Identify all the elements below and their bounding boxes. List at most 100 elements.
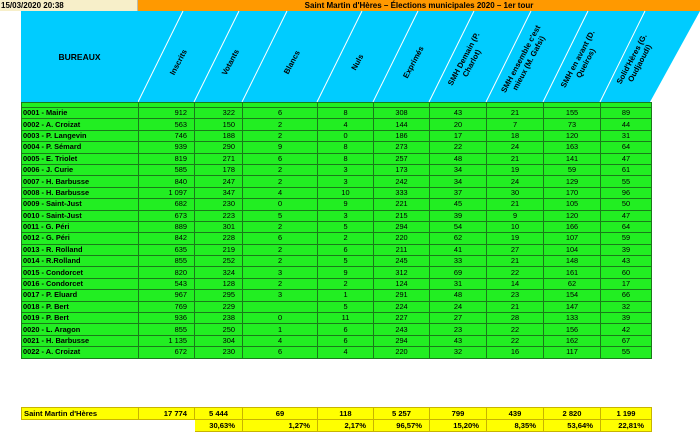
cell-5: 31 (429, 277, 487, 291)
cell-6: 24 (486, 175, 544, 188)
cell-3: 3 (317, 209, 374, 222)
table-row: 0020 - L. Aragon 855 250 1 6 243 23 22 156 42 (21, 323, 652, 336)
header-divider (316, 10, 363, 103)
cell-6: 27 (486, 243, 544, 257)
bureau-name: 0017 - P. Eluard (21, 289, 139, 302)
cell-8: 17 (600, 277, 652, 291)
cell-7: 163 (543, 141, 601, 154)
cell-0: 672 (138, 346, 195, 359)
results-table: 0001 - Mairie 912 322 6 8 308 43 21 155 89 0002 - … (21, 102, 652, 359)
percent-5: 15,20% (429, 419, 487, 432)
cell-7: 162 (543, 334, 601, 348)
table-row: 0006 - J. Curie 585 178 2 3 173 34 19 59 61 (21, 163, 652, 177)
cell-5: 23 (429, 323, 487, 336)
cell-4: 220 (373, 232, 430, 245)
cell-1: 230 (194, 346, 243, 359)
table-row: 0011 - G. Péri 889 301 2 5 294 54 10 166 64 (21, 220, 652, 234)
cell-1: 271 (194, 152, 243, 165)
cell-7: 166 (543, 220, 601, 234)
cell-6: 7 (486, 118, 544, 131)
cell-8: 96 (600, 186, 652, 200)
cell-4: 257 (373, 152, 430, 165)
cell-8: 31 (600, 129, 652, 143)
percent-6: 8,35% (486, 419, 544, 432)
cell-2: 6 (242, 152, 318, 165)
cell-2: 5 (242, 209, 318, 222)
cell-0: 682 (138, 198, 195, 211)
percent-2: 1,27% (242, 419, 318, 432)
total-0: 17 774 (138, 407, 195, 420)
cell-2: 3 (242, 266, 318, 279)
cell-1: 252 (194, 255, 243, 268)
cell-6: 9 (486, 209, 544, 222)
cell-7: 161 (543, 266, 601, 279)
cell-5: 17 (429, 129, 487, 143)
cell-7: 73 (543, 118, 601, 131)
cell-6: 18 (486, 129, 544, 143)
cell-8: 61 (600, 163, 652, 177)
cell-3: 11 (317, 312, 374, 325)
bureau-name: 0007 - H. Barbusse (21, 175, 139, 188)
cell-8: 59 (600, 232, 652, 245)
cell-8: 39 (600, 243, 652, 257)
bureau-name: 0008 - H. Barbusse (21, 186, 139, 200)
percent-3: 2,17% (317, 419, 374, 432)
table-row: 0003 - P. Langevin 746 188 2 0 186 17 18 120 31 (21, 129, 652, 143)
table-row: 0007 - H. Barbusse 840 247 2 3 242 34 24 129 55 (21, 175, 652, 188)
table-row: 0010 - Saint-Just 673 223 5 3 215 39 9 120 47 (21, 209, 652, 222)
cell-8: 44 (600, 118, 652, 131)
cell-7: 59 (543, 163, 601, 177)
cell-6: 16 (486, 346, 544, 359)
cell-8: 64 (600, 141, 652, 154)
cell-2: 0 (242, 312, 318, 325)
total-3: 118 (317, 407, 374, 420)
cell-8: 66 (600, 289, 652, 302)
cell-3: 9 (317, 198, 374, 211)
cell-3: 6 (317, 243, 374, 257)
bureau-name: 0020 - L. Aragon (21, 323, 139, 336)
cell-3: 0 (317, 129, 374, 143)
bureau-name: 0003 - P. Langevin (21, 129, 139, 143)
cell-0: 769 (138, 300, 195, 314)
cell-1: 219 (194, 243, 243, 257)
cell-1: 128 (194, 277, 243, 291)
header-divider (241, 10, 288, 103)
cell-6: 22 (486, 334, 544, 348)
cell-0: 967 (138, 289, 195, 302)
cell-3: 1 (317, 289, 374, 302)
table-row: 0015 - Condorcet 820 324 3 9 312 69 22 161 60 (21, 266, 652, 279)
cell-0: 855 (138, 323, 195, 336)
cell-3: 2 (317, 232, 374, 245)
percent-4: 96,57% (373, 419, 430, 432)
totals-label: Saint Martin d'Hères (21, 407, 139, 420)
cell-6: 10 (486, 220, 544, 234)
cell-2: 2 (242, 277, 318, 291)
cell-8: 43 (600, 255, 652, 268)
total-1: 5 444 (194, 407, 243, 420)
cell-5: 39 (429, 209, 487, 222)
cell-2: 9 (242, 141, 318, 154)
cell-6: 21 (486, 198, 544, 211)
cell-6: 30 (486, 186, 544, 200)
cell-3: 3 (317, 163, 374, 177)
cell-7: 148 (543, 255, 601, 268)
cell-2: 1 (242, 323, 318, 336)
cell-4: 224 (373, 300, 430, 314)
bureau-name: 0022 - A. Croizat (21, 346, 139, 359)
cell-1: 304 (194, 334, 243, 348)
cell-0: 746 (138, 129, 195, 143)
cell-8: 39 (600, 312, 652, 325)
cell-7: 156 (543, 323, 601, 336)
cell-5: 22 (429, 141, 487, 154)
cell-3: 6 (317, 323, 374, 336)
cell-7: 107 (543, 232, 601, 245)
percent-8: 22,81% (600, 419, 652, 432)
cell-5: 69 (429, 266, 487, 279)
table-row: 0009 - Saint-Just 682 230 0 9 221 45 21 105 50 (21, 198, 652, 211)
cell-0: 820 (138, 266, 195, 279)
cell-5: 62 (429, 232, 487, 245)
cell-1: 223 (194, 209, 243, 222)
bureau-name: 0009 - Saint-Just (21, 198, 139, 211)
date-stamp: 15/03/2020 20:38 (0, 0, 138, 11)
table-row: 0012 - G. Péri 842 228 6 2 220 62 19 107 59 (21, 232, 652, 245)
